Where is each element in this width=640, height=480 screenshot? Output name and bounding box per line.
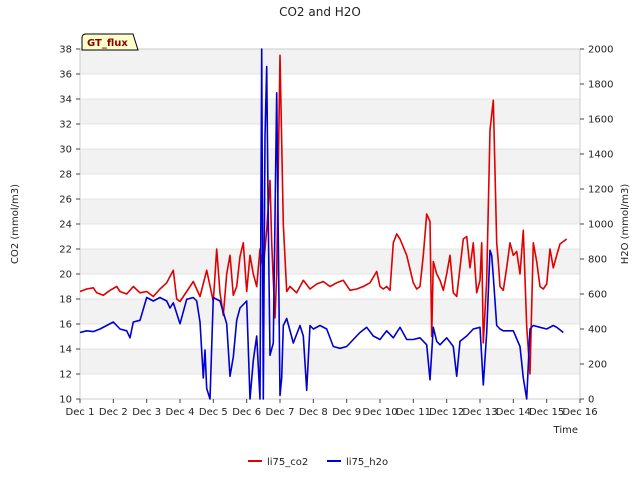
grid-band bbox=[80, 74, 580, 99]
grid-band bbox=[80, 99, 580, 124]
grid-band bbox=[80, 249, 580, 274]
badge-background bbox=[81, 33, 139, 51]
grid-band bbox=[80, 224, 580, 249]
x-tick-label: Dec 1 bbox=[66, 407, 95, 418]
grid-band bbox=[80, 174, 580, 199]
y-right-tick-label: 800 bbox=[588, 255, 607, 266]
y-right-tick-label: 600 bbox=[588, 290, 607, 301]
y-left-tick-label: 36 bbox=[59, 70, 72, 81]
x-axis-label: Time bbox=[553, 425, 578, 436]
grid-band bbox=[80, 49, 580, 74]
x-axis-ticks: Dec 1 Dec 2 Dec 3 Dec 4 Dec 5 Dec 6 Dec 7 Dec 8… bbox=[66, 399, 598, 418]
y-right-tick-label: 1800 bbox=[588, 80, 613, 91]
x-tick-label: Dec 16 bbox=[562, 407, 597, 418]
y-left-axis-label: CO2 (mmol/m3) bbox=[10, 184, 21, 264]
y-left-tick-label: 28 bbox=[59, 170, 72, 181]
y-left-tick-label: 34 bbox=[59, 95, 72, 106]
x-tick-label: Dec 3 bbox=[132, 407, 161, 418]
y-left-tick-label: 10 bbox=[59, 395, 72, 406]
right-axis-ticks: 0 200 400 600 800 1000 1200 1400 1600 1800 2000 bbox=[580, 45, 613, 406]
y-right-tick-label: 1400 bbox=[588, 150, 613, 161]
y-right-tick-label: 2000 bbox=[588, 45, 613, 56]
badge-label: GT_flux bbox=[87, 38, 128, 49]
x-tick-label: Dec 13 bbox=[462, 407, 497, 418]
gt-flux-badge: GT_flux bbox=[81, 33, 139, 51]
y-right-tick-label: 200 bbox=[588, 360, 607, 371]
x-tick-label: Dec 9 bbox=[332, 407, 361, 418]
y-left-tick-label: 22 bbox=[59, 245, 72, 256]
series-line-li75_h2o bbox=[79, 48, 564, 400]
chart-title: CO2 and H2O bbox=[279, 5, 361, 19]
y-left-tick-label: 26 bbox=[59, 195, 72, 206]
y-right-tick-label: 1200 bbox=[588, 185, 613, 196]
y-left-tick-label: 18 bbox=[59, 295, 72, 306]
x-tick-label: Dec 4 bbox=[166, 407, 195, 418]
grid-band bbox=[80, 124, 580, 149]
x-tick-label: Dec 15 bbox=[529, 407, 564, 418]
left-axis-ticks: 10 12 14 16 18 20 22 24 26 28 30 32 34 36 38 bbox=[59, 45, 80, 406]
y-left-tick-label: 32 bbox=[59, 120, 72, 131]
y-left-tick-label: 20 bbox=[59, 270, 72, 281]
y-left-tick-label: 14 bbox=[59, 345, 72, 356]
y-left-tick-label: 24 bbox=[59, 220, 72, 231]
x-tick-label: Dec 11 bbox=[396, 407, 431, 418]
series-lines bbox=[79, 48, 568, 400]
legend-label-co2: li75_co2 bbox=[267, 457, 308, 468]
grid-band bbox=[80, 149, 580, 174]
y-right-tick-label: 0 bbox=[588, 395, 594, 406]
x-tick-label: Dec 10 bbox=[362, 407, 397, 418]
grid-band bbox=[80, 349, 580, 374]
series-line-li75_co2 bbox=[79, 54, 568, 375]
x-tick-label: Dec 5 bbox=[199, 407, 228, 418]
y-left-tick-label: 30 bbox=[59, 145, 72, 156]
y-right-axis-label: H2O (mmol/m3) bbox=[620, 184, 631, 265]
y-right-tick-label: 1600 bbox=[588, 115, 613, 126]
grid-band bbox=[80, 299, 580, 324]
y-right-tick-label: 1000 bbox=[588, 220, 613, 231]
y-left-tick-label: 16 bbox=[59, 320, 72, 331]
y-left-tick-label: 12 bbox=[59, 370, 72, 381]
x-tick-label: Dec 2 bbox=[99, 407, 128, 418]
x-tick-label: Dec 7 bbox=[266, 407, 295, 418]
y-left-tick-label: 38 bbox=[59, 45, 72, 56]
x-tick-label: Dec 6 bbox=[232, 407, 261, 418]
x-tick-label: Dec 8 bbox=[299, 407, 328, 418]
y-right-tick-label: 400 bbox=[588, 325, 607, 336]
legend: li75_co2 li75_h2o bbox=[248, 457, 388, 468]
x-tick-label: Dec 12 bbox=[429, 407, 464, 418]
grid-band bbox=[80, 374, 580, 399]
x-tick-label: Dec 14 bbox=[496, 407, 531, 418]
grid-band bbox=[80, 199, 580, 224]
legend-label-h2o: li75_h2o bbox=[346, 457, 388, 468]
